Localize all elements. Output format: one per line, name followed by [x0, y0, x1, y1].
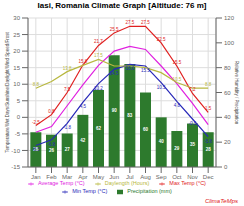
svg-text:30: 30 — [13, 15, 20, 21]
svg-text:-6.8: -6.8 — [48, 142, 56, 147]
svg-text:1.5: 1.5 — [205, 106, 212, 111]
svg-text:Jan: Jan — [31, 174, 41, 180]
svg-text:60: 60 — [143, 127, 149, 132]
svg-text:90: 90 — [112, 108, 118, 113]
svg-text:42: 42 — [80, 138, 86, 143]
svg-text:10.5: 10.5 — [157, 85, 166, 90]
svg-text:-0.5: -0.5 — [189, 121, 197, 126]
svg-text:16.0: 16.0 — [125, 66, 134, 71]
svg-text:Nov: Nov — [187, 174, 198, 180]
svg-text:-5.8: -5.8 — [204, 139, 212, 144]
svg-text:Apr: Apr — [78, 174, 87, 180]
svg-text:Feb: Feb — [46, 174, 57, 180]
svg-text:Oct: Oct — [172, 174, 182, 180]
svg-text:10.2: 10.2 — [94, 86, 103, 91]
html-text:Min Temp (°C): Min Temp (°C) — [72, 188, 108, 194]
svg-text:-1.8: -1.8 — [63, 125, 71, 130]
html-text:ClimaTeMps: ClimaTeMps — [204, 198, 238, 204]
html-text:Precipitation (mm): Precipitation (mm) — [127, 188, 172, 194]
svg-text:22.5: 22.5 — [157, 37, 166, 42]
svg-text:Jul: Jul — [126, 174, 134, 180]
html-text:Average Temp (°C): Average Temp (°C) — [38, 180, 85, 186]
svg-text:0: 0 — [224, 164, 228, 170]
svg-text:28: 28 — [206, 147, 212, 152]
svg-text:7.2: 7.2 — [189, 87, 196, 92]
html-text:Max Temp (°C): Max Temp (°C) — [169, 180, 206, 186]
svg-text:-10: -10 — [11, 148, 20, 154]
svg-text:Temperature/Wet Days/Sunshine/: Temperature/Wet Days/Sunshine/Daylight/W… — [8, 31, 10, 152]
svg-text:8.8: 8.8 — [205, 82, 212, 87]
svg-text:0: 0 — [17, 114, 21, 120]
svg-text:Jun: Jun — [109, 174, 119, 180]
svg-text:-2.5: -2.5 — [32, 120, 40, 125]
svg-text:25: 25 — [13, 32, 20, 38]
svg-text:40: 40 — [159, 139, 165, 144]
svg-text:29: 29 — [174, 146, 180, 151]
svg-text:40: 40 — [224, 114, 231, 120]
svg-text:15.5: 15.5 — [141, 68, 150, 73]
svg-text:4.8: 4.8 — [174, 103, 181, 108]
svg-text:14.5: 14.5 — [110, 71, 119, 76]
svg-text:17.5: 17.5 — [94, 53, 103, 58]
svg-text:10.5: 10.5 — [172, 77, 181, 82]
svg-text:27: 27 — [65, 147, 71, 152]
svg-text:Aug: Aug — [140, 174, 151, 180]
svg-text:Mar: Mar — [62, 174, 72, 180]
svg-text:13.8: 13.8 — [63, 66, 72, 71]
svg-text:20: 20 — [224, 139, 231, 145]
svg-text:0.8: 0.8 — [48, 109, 55, 114]
svg-text:Relative Humidity / Precipitat: Relative Humidity / Precipitation — [234, 61, 236, 125]
svg-text:8.8: 8.8 — [33, 82, 40, 87]
svg-text:Sep: Sep — [156, 174, 167, 180]
svg-text:15: 15 — [13, 65, 20, 71]
svg-text:27.5: 27.5 — [141, 20, 150, 25]
svg-text:May: May — [93, 174, 104, 180]
svg-text:10: 10 — [13, 81, 20, 87]
svg-text:25.5: 25.5 — [110, 27, 119, 32]
svg-text:5: 5 — [17, 98, 21, 104]
svg-text:100: 100 — [224, 40, 235, 46]
svg-text:62: 62 — [96, 126, 102, 131]
svg-text:Dec: Dec — [203, 174, 214, 180]
svg-text:15.5: 15.5 — [172, 60, 181, 65]
svg-text:83: 83 — [127, 113, 133, 118]
svg-text:35: 35 — [190, 142, 196, 147]
html-text:Iasi, Romania Climate Graph [A: Iasi, Romania Climate Graph [Altitude: 7… — [37, 1, 207, 10]
svg-text:-15: -15 — [11, 164, 20, 170]
svg-text:-5: -5 — [15, 131, 21, 137]
svg-text:20: 20 — [13, 48, 20, 54]
svg-text:7.5: 7.5 — [64, 87, 71, 92]
svg-text:120: 120 — [224, 15, 235, 21]
svg-text:27.5: 27.5 — [125, 20, 134, 25]
svg-text:-8.5: -8.5 — [32, 147, 40, 152]
svg-text:26: 26 — [49, 148, 55, 153]
svg-text:21.7: 21.7 — [94, 39, 103, 44]
svg-text:80: 80 — [224, 65, 231, 71]
svg-text:60: 60 — [224, 90, 231, 96]
svg-text:4.5: 4.5 — [80, 104, 87, 109]
html-text:Daylength (Hours): Daylength (Hours) — [104, 180, 150, 186]
svg-text:15.8: 15.8 — [78, 59, 87, 64]
